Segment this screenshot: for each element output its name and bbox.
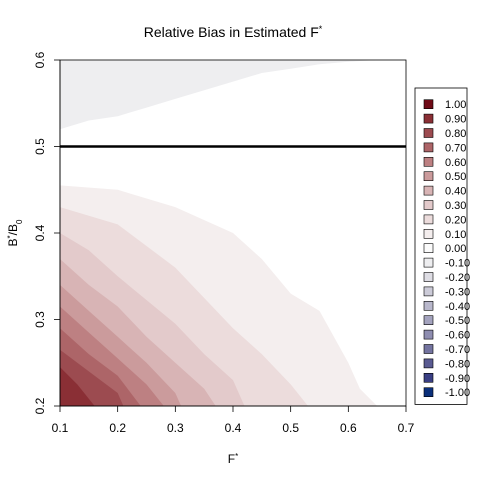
legend-box <box>414 87 468 405</box>
legend-label: 0.70 <box>445 142 466 154</box>
legend-swatch <box>423 214 434 225</box>
legend-swatch <box>423 372 434 383</box>
legend-swatch <box>423 200 434 210</box>
legend-label: -0.80 <box>445 358 470 370</box>
x-axis-label: F* <box>228 452 238 467</box>
legend-label: 0.30 <box>445 200 466 212</box>
legend-label: -0.20 <box>445 272 470 284</box>
legend-label: -0.30 <box>445 286 470 298</box>
legend-label: 0.50 <box>445 171 466 183</box>
legend-label: 0.40 <box>445 186 466 198</box>
legend-label: -1.00 <box>445 387 470 399</box>
y-tick-label: 0.2 <box>33 397 47 414</box>
chart-title: Relative Bias in Estimated F* <box>144 24 323 40</box>
legend-label: -0.50 <box>445 315 470 327</box>
legend-label: 0.10 <box>445 229 466 241</box>
x-axis: 0.1 0.2 0.3 0.4 0.5 0.6 0.7 <box>52 405 415 435</box>
legend-swatch <box>423 257 434 268</box>
x-tick-label: 0.6 <box>340 421 357 435</box>
legend-swatch <box>423 300 434 311</box>
legend-label: -0.60 <box>445 330 470 342</box>
x-tick-label: 0.5 <box>282 421 299 435</box>
legend-label: -0.70 <box>445 344 470 356</box>
legend-swatch <box>423 157 434 167</box>
y-tick-label: 0.6 <box>33 51 47 68</box>
legend-label: 0.90 <box>445 114 466 126</box>
legend: 1.00 0.90 0.80 0.70 0.60 0.50 0.40 0.30 0.20 0.10… <box>414 87 470 405</box>
y-tick-label: 0.3 <box>33 311 47 328</box>
legend-label: -0.40 <box>445 301 470 313</box>
legend-label: -0.10 <box>445 258 470 270</box>
legend-swatch <box>423 142 434 153</box>
y-axis-label: B*/B0 <box>6 219 24 246</box>
legend-swatch <box>423 185 434 196</box>
legend-swatch <box>423 243 434 253</box>
x-tick-label: 0.7 <box>398 421 415 435</box>
x-tick-label: 0.4 <box>225 421 242 435</box>
legend-label: -0.90 <box>445 373 470 385</box>
y-axis: 0.2 0.3 0.4 0.5 0.6 <box>33 51 61 414</box>
y-tick-label: 0.4 <box>33 224 47 241</box>
bias-region-upper <box>60 60 378 130</box>
legend-swatch <box>423 387 434 398</box>
legend-swatch <box>423 113 434 124</box>
legend-label: 0.20 <box>445 214 466 226</box>
legend-swatch <box>423 229 434 239</box>
y-tick-label: 0.5 <box>33 138 47 155</box>
legend-swatch <box>423 128 434 138</box>
legend-label: 0.80 <box>445 128 466 140</box>
legend-swatch <box>423 272 434 282</box>
legend-label: 0.60 <box>445 157 466 169</box>
legend-label: 0.00 <box>445 243 466 255</box>
legend-swatch <box>423 99 434 109</box>
x-tick-label: 0.2 <box>109 421 126 435</box>
legend-label: 1.00 <box>445 99 466 111</box>
legend-swatch <box>423 358 434 369</box>
legend-swatch <box>423 286 434 297</box>
legend-swatch <box>423 344 434 354</box>
x-tick-label: 0.3 <box>167 421 184 435</box>
bias-region <box>60 367 95 406</box>
legend-swatch <box>423 329 434 340</box>
legend-swatch <box>423 171 434 181</box>
heatmap-fill <box>60 60 378 406</box>
x-tick-label: 0.1 <box>52 421 69 435</box>
legend-swatch <box>423 315 434 326</box>
